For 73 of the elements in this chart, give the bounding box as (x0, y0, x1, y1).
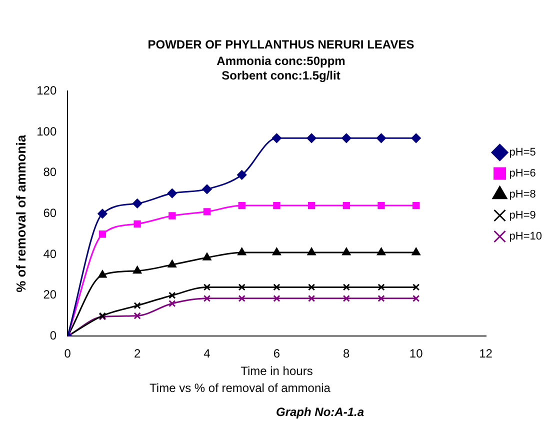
point (238, 248, 246, 256)
point (203, 208, 211, 216)
point (412, 248, 420, 256)
point (308, 294, 316, 302)
point (238, 294, 246, 302)
x-tick-label: 6 (273, 346, 280, 361)
point (342, 294, 350, 302)
point (203, 284, 211, 291)
point (98, 270, 107, 278)
point (272, 248, 281, 256)
legend-label: pH=8 (509, 188, 536, 201)
point (237, 170, 247, 180)
y-tick-label: 0 (50, 328, 57, 343)
point (378, 284, 385, 291)
legend-label: pH=10 (509, 230, 542, 243)
point (238, 202, 246, 210)
y-tick-label: 20 (43, 288, 57, 302)
point (412, 294, 420, 302)
x-tick-label: 12 (479, 346, 493, 361)
point (376, 133, 386, 143)
point (273, 284, 280, 291)
point (378, 202, 385, 210)
legend-label: pH=5 (509, 146, 536, 159)
point (203, 294, 211, 302)
point (272, 133, 282, 143)
chart-subtitle: Ammonia conc:50ppm Sorbent conc:1.5g/lit (216, 54, 346, 82)
point (378, 294, 385, 302)
point (167, 188, 177, 198)
point (238, 284, 246, 291)
point (412, 284, 420, 291)
point (132, 198, 142, 208)
legend-label: pH=9 (509, 210, 536, 222)
x-axis-title: Time in hours (240, 364, 313, 378)
point (134, 302, 141, 310)
point (342, 133, 352, 143)
point (307, 248, 316, 256)
point (342, 202, 350, 210)
y-tick-label: 60 (43, 206, 57, 220)
point (168, 300, 176, 308)
point (273, 202, 280, 210)
point (306, 133, 316, 143)
y-tick-label: 40 (43, 246, 57, 261)
point (98, 208, 108, 218)
x-tick-label: 2 (134, 346, 141, 361)
point (342, 248, 351, 256)
legend-label: pH=6 (509, 168, 536, 180)
x-tick-label: 0 (64, 346, 72, 361)
y-tick-label: 100 (36, 124, 57, 138)
y-tick-label: 120 (36, 84, 57, 98)
chart-title: POWDER OF PHYLLANTHUS NERURI LEAVES (148, 38, 414, 52)
point (168, 292, 176, 299)
point (168, 212, 176, 220)
point (168, 260, 176, 268)
point (134, 220, 141, 228)
y-tick-label: 80 (43, 165, 57, 180)
point (202, 252, 212, 260)
point (342, 284, 350, 291)
text: Graph No:A-1.a (276, 405, 364, 419)
point (308, 284, 316, 291)
x-tick-label: 10 (409, 346, 424, 361)
x-tick-label: 4 (204, 346, 211, 361)
point (98, 230, 106, 238)
point (308, 202, 316, 210)
point (134, 312, 141, 320)
point (202, 184, 212, 194)
y-axis-title: % of removal of ammonia (13, 134, 28, 292)
point (411, 133, 421, 143)
x-tick-label: 8 (343, 346, 350, 361)
point (412, 202, 420, 210)
point (377, 248, 386, 256)
text: Time vs % of removal of ammonia (150, 381, 331, 395)
point (273, 294, 280, 302)
point (133, 266, 142, 274)
